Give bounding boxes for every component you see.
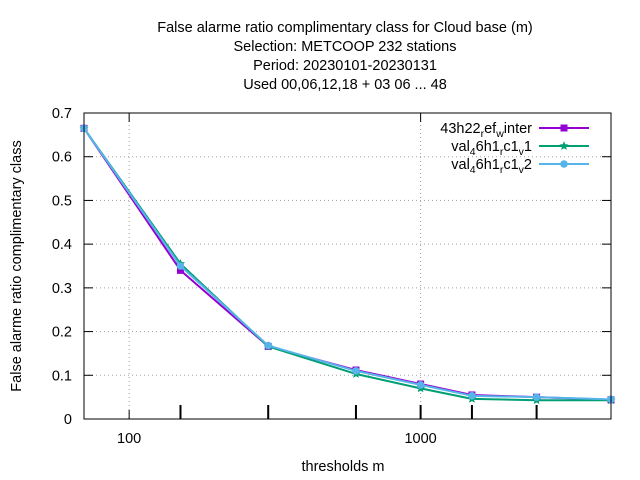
data-point (532, 393, 541, 401)
y-tick-label: 0.6 (52, 150, 72, 166)
plot-frame (83, 112, 612, 420)
y-tick-label: 0.4 (52, 237, 72, 253)
legend-item: val46h1rc1v2 (451, 157, 589, 176)
legend-label: 43h22refwinter (440, 121, 532, 140)
legend-marker (559, 141, 569, 150)
series-line (83, 127, 611, 402)
legend-marker (560, 160, 568, 168)
x-tick-label: 1000 (404, 431, 436, 447)
legend-item: 43h22refwinter (440, 121, 589, 140)
data-point (352, 367, 360, 375)
title-line-2: Selection: METCOOP 232 stations (234, 39, 457, 55)
series-line (83, 127, 612, 401)
grid (84, 113, 611, 419)
chart-title: False alarme ratio complimentary class f… (157, 20, 533, 93)
data-point (264, 341, 273, 350)
series-2 (79, 123, 616, 405)
data-point (416, 381, 425, 389)
title-line-1: False alarme ratio complimentary class f… (157, 20, 533, 36)
title-line-4: Used 00,06,12,18 + 03 06 ... 48 (243, 77, 447, 93)
data-point (176, 262, 185, 270)
legend-label: val46h1rc1v2 (451, 157, 532, 176)
title-line-3: Period: 20230101-20230131 (253, 58, 437, 74)
data-point (176, 266, 184, 274)
data-point (468, 392, 476, 400)
y-tick-label: 0.5 (52, 193, 72, 209)
y-tick-label: 0.1 (52, 368, 72, 384)
y-tick-label: 0.2 (52, 325, 72, 341)
y-axis-label: False alarme ratio complimentary class (9, 140, 25, 391)
series-layer (79, 123, 616, 405)
legend-marker (560, 124, 568, 132)
x-axis-label: thresholds m (301, 459, 384, 475)
axis-ticks: 100 1000 0 0.1 0.2 0.3 0.4 0.5 0.6 0.7 (52, 106, 611, 447)
y-tick-label: 0 (64, 412, 72, 428)
series-1 (80, 124, 615, 404)
series-3 (80, 124, 615, 404)
legend-item: val46h1rc1v1 (451, 139, 589, 158)
y-tick-label: 0.3 (52, 281, 72, 297)
x-tick-label: 100 (117, 431, 141, 447)
y-tick-label: 0.7 (52, 106, 72, 122)
legend-label: val46h1rc1v1 (451, 139, 532, 158)
